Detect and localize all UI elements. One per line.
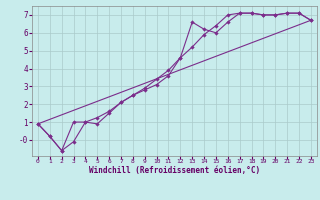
X-axis label: Windchill (Refroidissement éolien,°C): Windchill (Refroidissement éolien,°C) (89, 166, 260, 175)
